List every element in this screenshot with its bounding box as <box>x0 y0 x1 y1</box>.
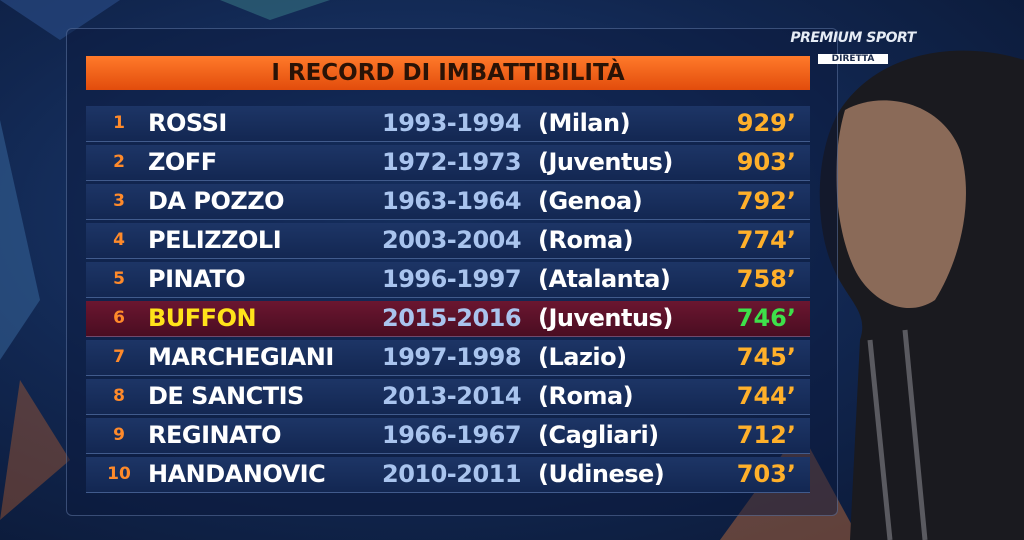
rank: 5 <box>113 269 125 289</box>
player-name: MARCHEGIANI <box>148 343 334 371</box>
rank: 10 <box>107 464 131 484</box>
season: 2003-2004 <box>382 226 522 254</box>
table-row: 5 PINATO 1996-1997 (Atalanta) 758’ <box>86 262 810 298</box>
team: (Roma) <box>538 226 634 254</box>
season: 1993-1994 <box>382 109 522 137</box>
team: (Lazio) <box>538 343 627 371</box>
table-row: 1 ROSSI 1993-1994 (Milan) 929’ <box>86 106 810 142</box>
team: (Genoa) <box>538 187 643 215</box>
rank: 3 <box>113 191 125 211</box>
minutes: 712’ <box>736 421 796 449</box>
team: (Atalanta) <box>538 265 671 293</box>
team: (Udinese) <box>538 460 665 488</box>
table-row: 3 DA POZZO 1963-1964 (Genoa) 792’ <box>86 184 810 220</box>
minutes: 903’ <box>736 148 796 176</box>
player-name: DA POZZO <box>148 187 285 215</box>
table-row: 4 PELIZZOLI 2003-2004 (Roma) 774’ <box>86 223 810 259</box>
team: (Cagliari) <box>538 421 659 449</box>
team: (Juventus) <box>538 304 673 332</box>
player-name: PELIZZOLI <box>148 226 282 254</box>
season: 1997-1998 <box>382 343 522 371</box>
rank: 7 <box>113 347 125 367</box>
logo-badge: DIRETTA <box>817 54 889 64</box>
player-name: REGINATO <box>148 421 282 449</box>
season: 1966-1967 <box>382 421 522 449</box>
table-title: I RECORD DI IMBATTIBILITÀ <box>86 56 810 90</box>
player-name: ROSSI <box>148 109 227 137</box>
player-name: DE SANCTIS <box>148 382 304 410</box>
minutes: 774’ <box>736 226 796 254</box>
rank: 8 <box>113 386 125 406</box>
rank: 2 <box>113 152 125 172</box>
season: 2015-2016 <box>382 304 522 332</box>
minutes: 744’ <box>736 382 796 410</box>
rank: 6 <box>113 308 125 328</box>
logo-brand: PREMIUM SPORT <box>790 30 916 46</box>
rank: 4 <box>113 230 125 250</box>
rank: 9 <box>113 425 125 445</box>
season: 1963-1964 <box>382 187 522 215</box>
table: 1 ROSSI 1993-1994 (Milan) 929’ 2 ZOFF 1972-1973… <box>86 106 810 496</box>
season: 1972-1973 <box>382 148 522 176</box>
player-name: HANDANOVIC <box>148 460 326 488</box>
player-name: PINATO <box>148 265 246 293</box>
minutes: 929’ <box>736 109 796 137</box>
team: (Roma) <box>538 382 634 410</box>
team: (Juventus) <box>538 148 673 176</box>
table-row: 9 REGINATO 1966-1967 (Cagliari) 712’ <box>86 418 810 454</box>
minutes: 745’ <box>736 343 796 371</box>
minutes: 758’ <box>736 265 796 293</box>
team: (Milan) <box>538 109 631 137</box>
table-row: 8 DE SANCTIS 2013-2014 (Roma) 744’ <box>86 379 810 415</box>
minutes: 792’ <box>736 187 796 215</box>
minutes: 746’ <box>736 304 796 332</box>
season: 2010-2011 <box>382 460 522 488</box>
player-name: BUFFON <box>148 304 257 332</box>
table-row: 2 ZOFF 1972-1973 (Juventus) 903’ <box>86 145 810 181</box>
table-row: 10 HANDANOVIC 2010-2011 (Udinese) 703’ <box>86 457 810 493</box>
season: 2013-2014 <box>382 382 522 410</box>
season: 1996-1997 <box>382 265 522 293</box>
player-name: ZOFF <box>148 148 217 176</box>
table-row: 7 MARCHEGIANI 1997-1998 (Lazio) 745’ <box>86 340 810 376</box>
logo: PREMIUM SPORT DIRETTA <box>786 30 920 65</box>
rank: 1 <box>113 113 125 133</box>
table-row: 6 BUFFON 2015-2016 (Juventus) 746’ <box>86 301 810 337</box>
minutes: 703’ <box>736 460 796 488</box>
